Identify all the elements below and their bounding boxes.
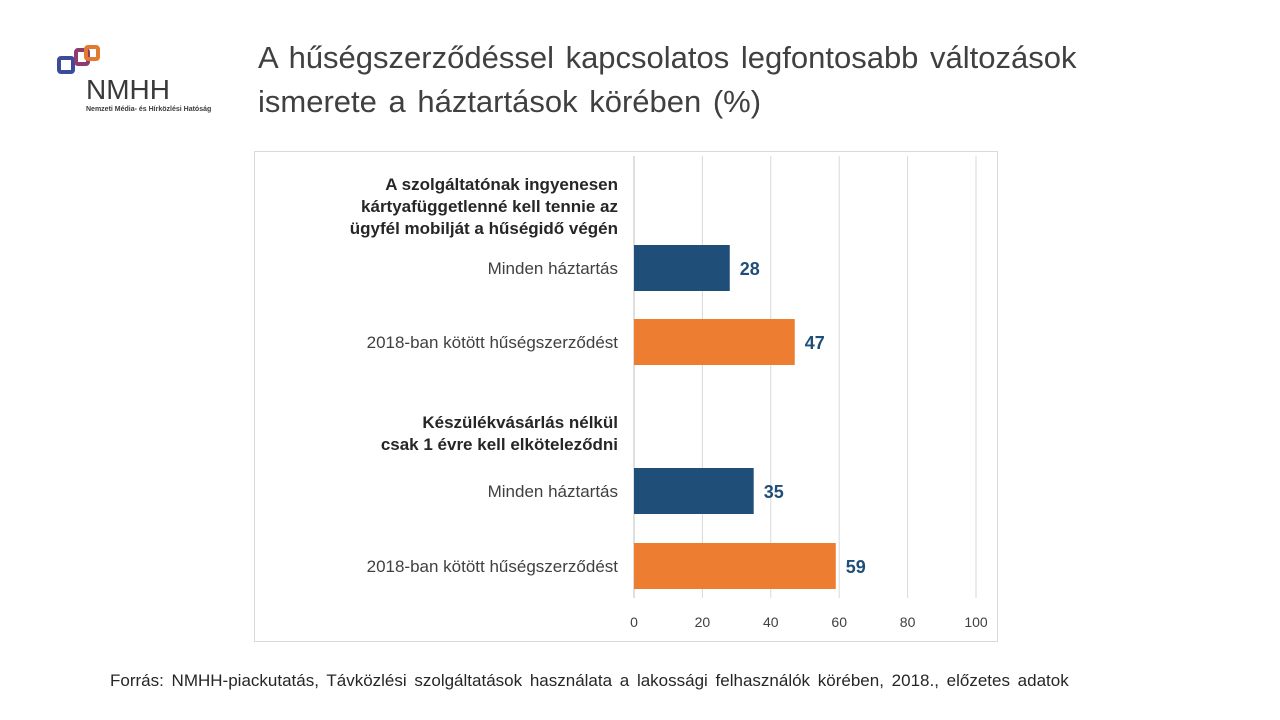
category-label: Minden háztartás: [488, 482, 618, 501]
logo-subtitle: Nemzeti Média- és Hírközlési Hatóság: [86, 106, 212, 113]
logo-mark-icon: [57, 45, 100, 74]
x-tick-label: 40: [763, 614, 779, 630]
data-label: 59: [846, 557, 866, 577]
bar: [634, 245, 730, 291]
x-tick-label: 80: [900, 614, 916, 630]
group-label: Készülékvásárlás nélkül: [422, 413, 618, 432]
bar: [634, 543, 836, 589]
category-label: 2018-ban kötött hűségszerződést: [367, 333, 619, 352]
group-label: csak 1 évre kell elköteleződni: [381, 435, 618, 454]
page-title: A hűségszerződéssel kapcsolatos legfonto…: [258, 40, 1077, 119]
logo-text: NMHH: [86, 74, 170, 105]
data-label: 28: [740, 259, 760, 279]
group-label: ügyfél mobilját a hűségidő végén: [350, 219, 618, 238]
group-label: A szolgáltatónak ingyenesen: [385, 175, 618, 194]
category-label: 2018-ban kötött hűségszerződést: [367, 557, 619, 576]
data-label: 47: [805, 333, 825, 353]
group-label: kártyafüggetlenné kell tennie az: [361, 197, 618, 216]
x-tick-label: 20: [695, 614, 711, 630]
category-label: Minden háztartás: [488, 259, 618, 278]
chart-frame: [254, 151, 998, 642]
bar: [634, 468, 754, 514]
data-label: 35: [764, 482, 784, 502]
source-note: Forrás: NMHH-piackutatás, Távközlési szo…: [110, 671, 1069, 690]
x-tick-label: 100: [964, 614, 988, 630]
bar: [634, 319, 795, 365]
x-tick-label: 60: [831, 614, 847, 630]
x-tick-label: 0: [630, 614, 638, 630]
nmhh-logo: NMHH Nemzeti Média- és Hírközlési Hatósá…: [56, 44, 236, 124]
